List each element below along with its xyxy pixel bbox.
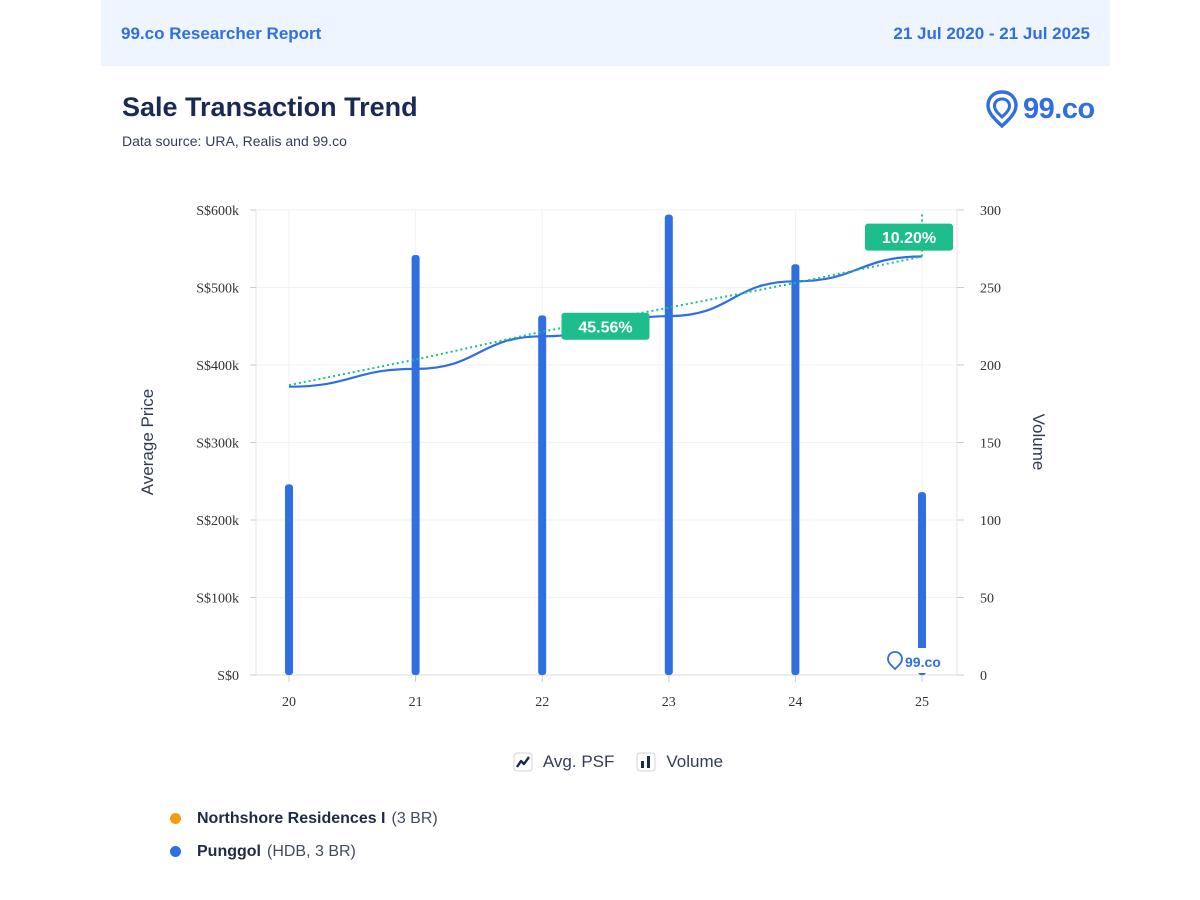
chart-legend: Avg. PSF Volume — [0, 752, 1200, 772]
series-item-northshore: Northshore Residences I (3 BR) — [170, 802, 438, 835]
x-tick-label: 23 — [662, 695, 676, 710]
x-tick-label: 21 — [409, 695, 423, 710]
y-axis-title: Average Price — [138, 389, 157, 495]
y2-tick-label: 200 — [980, 359, 1001, 374]
line-chart-icon — [513, 752, 533, 772]
report-label: 99.co Researcher Report — [121, 24, 322, 43]
series-dot-blue — [170, 846, 181, 857]
legend-label-volume: Volume — [666, 752, 724, 771]
volume-bar — [664, 214, 673, 675]
legend-item-avg-psf[interactable]: Avg. PSF — [513, 752, 615, 772]
series-detail: (3 BR) — [391, 809, 438, 827]
y-tick-label: S$600k — [196, 204, 239, 219]
brand-logo: 99.co — [985, 89, 1095, 129]
volume-bar — [791, 264, 800, 675]
y2-tick-label: 300 — [980, 204, 1001, 219]
series-list: Northshore Residences I (3 BR) Punggol (… — [170, 802, 438, 868]
watermark-pin-icon — [887, 651, 903, 671]
series-name: Northshore Residences I — [197, 809, 386, 827]
chart-title: Sale Transaction Trend — [122, 92, 418, 122]
series-dot-orange — [170, 813, 181, 824]
logo-text: 99.co — [1023, 92, 1095, 125]
y-tick-label: S$0 — [217, 669, 239, 684]
x-tick-label: 22 — [535, 695, 549, 710]
volume-bar — [411, 254, 420, 675]
percent-badge-label: 45.56% — [578, 319, 632, 336]
y-tick-label: S$100k — [196, 592, 239, 607]
series-detail: (HDB, 3 BR) — [266, 842, 356, 860]
y-tick-label: S$200k — [196, 514, 239, 529]
volume-bar — [285, 484, 293, 675]
y2-tick-label: 100 — [980, 514, 1001, 529]
date-range: 21 Jul 2020 - 21 Jul 2025 — [893, 24, 1090, 43]
watermark-text: 99.co — [905, 654, 941, 670]
report-header: 99.co Researcher Report 21 Jul 2020 - 21… — [101, 0, 1110, 66]
legend-item-volume[interactable]: Volume — [636, 752, 723, 772]
percent-badge-label: 10.20% — [882, 230, 936, 247]
y2-axis-title: Volume — [1029, 414, 1048, 471]
sale-transaction-chart: S$0 S$100k S$200k S$300k S$400k S$500k S$600k 0… — [138, 204, 1048, 710]
percent-badge — [865, 223, 953, 251]
location-pin-icon — [986, 90, 1018, 128]
bar-chart-icon — [636, 752, 656, 772]
x-tick-label: 20 — [282, 695, 296, 710]
legend-label-avg-psf: Avg. PSF — [542, 752, 615, 771]
y-tick-label: S$300k — [196, 437, 239, 452]
x-tick-label: 24 — [788, 695, 802, 710]
data-source: Data source: URA, Realis and 99.co — [122, 133, 347, 149]
y2-tick-label: 50 — [980, 592, 994, 607]
y-tick-label: S$400k — [196, 359, 239, 374]
series-item-punggol: Punggol (HDB, 3 BR) — [170, 835, 438, 868]
y2-tick-label: 250 — [980, 282, 1001, 297]
percent-badge — [561, 312, 650, 340]
series-name: Punggol — [197, 842, 261, 860]
volume-bar — [538, 315, 547, 675]
y-tick-label: S$500k — [196, 282, 239, 297]
y2-tick-label: 0 — [980, 669, 987, 684]
x-tick-label: 25 — [915, 695, 929, 710]
y2-tick-label: 150 — [980, 437, 1001, 452]
volume-bar — [918, 492, 926, 675]
